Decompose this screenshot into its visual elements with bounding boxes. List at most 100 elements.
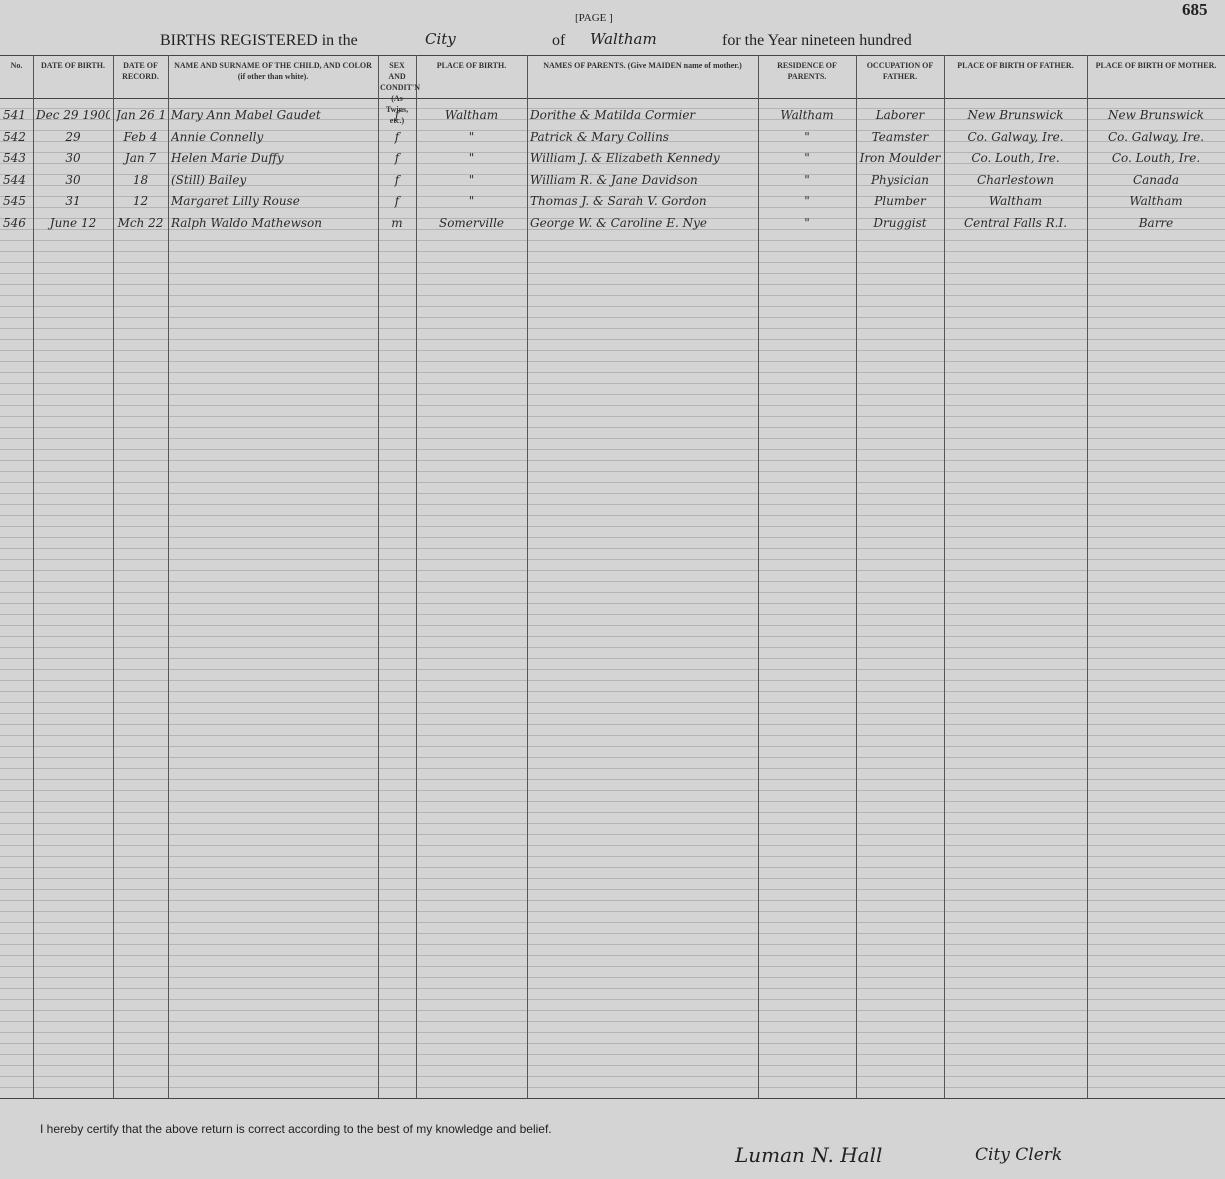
header-rule <box>0 55 1225 56</box>
column-header: PLACE OF BIRTH. <box>436 61 507 70</box>
cell: " <box>804 194 810 208</box>
column-rule <box>33 55 34 1098</box>
column-rule <box>113 55 114 1098</box>
cell: f <box>394 151 400 165</box>
city-name: Waltham <box>590 30 657 48</box>
cell: " <box>468 129 475 144</box>
cell: 543 <box>3 151 26 165</box>
cell: Jan 7 <box>124 151 157 165</box>
header-rule <box>0 98 1225 99</box>
cell: 29 <box>65 129 81 144</box>
cell: " <box>468 151 475 165</box>
cell: June 12 <box>49 215 97 230</box>
cell: Mch 22 <box>117 215 164 230</box>
column-rule <box>944 55 945 1098</box>
column-rule <box>416 55 417 1098</box>
cell: Barre <box>1138 215 1174 230</box>
cell: Co. Galway, Ire. <box>967 129 1064 144</box>
cell: Druggist <box>873 215 927 230</box>
cell: Laborer <box>875 108 925 122</box>
cell: Patrick & Mary Collins <box>530 129 669 144</box>
cell: Annie Connelly <box>171 129 264 144</box>
cell: (Still) Bailey <box>171 172 247 187</box>
column-rule <box>168 55 169 1098</box>
column-header: DATE OF RECORD. <box>122 61 159 81</box>
cell: Feb 4 <box>123 129 158 144</box>
cell: New Brunswick <box>967 108 1064 122</box>
cell: Waltham <box>1129 194 1183 208</box>
footer-rule <box>0 1098 1225 1099</box>
cell: Margaret Lilly Rouse <box>171 194 300 208</box>
cell: " <box>468 172 475 187</box>
cell: f <box>394 108 400 122</box>
cell: Central Falls R.I. <box>963 215 1068 230</box>
column-header: NAMES OF PARENTS. (Give MAIDEN name of m… <box>543 61 742 70</box>
cell: Iron Moulder <box>859 151 941 165</box>
cell: Canada <box>1132 172 1180 187</box>
column-rule <box>527 55 528 1098</box>
cell: Ralph Waldo Mathewson <box>171 215 323 230</box>
cell: 541 <box>3 108 26 122</box>
certification: I hereby certify that the above return i… <box>40 1122 552 1136</box>
year-text: for the Year nineteen hundred <box>722 32 912 49</box>
cell: Teamster <box>871 129 929 144</box>
cell: Plumber <box>874 194 926 208</box>
cell: 30 <box>65 172 81 187</box>
column-header: No. <box>10 61 23 70</box>
cell: Co. Louth, Ire. <box>1111 151 1201 165</box>
cell: George W. & Caroline E. Nye <box>530 215 707 230</box>
cell: Jan 26 1901 <box>116 108 165 122</box>
cell: 544 <box>3 172 26 187</box>
column-rule <box>856 55 857 1098</box>
of-label: of <box>552 32 566 49</box>
cell: f <box>394 194 400 208</box>
cell: New Brunswick <box>1108 108 1204 122</box>
cell: Waltham <box>444 108 499 122</box>
cell: 542 <box>3 129 26 144</box>
cell: " <box>804 129 810 144</box>
column-rule <box>378 55 379 1098</box>
cell: 18 <box>132 172 149 187</box>
signature: Luman N. Hall <box>735 1143 883 1167</box>
cell: Mary Ann Mabel Gaudet <box>171 108 321 122</box>
cell: " <box>804 151 810 165</box>
cell: Waltham <box>988 194 1043 208</box>
cell: Waltham <box>780 108 834 122</box>
page-label: [PAGE ] <box>575 12 613 24</box>
column-header: NAME AND SURNAME OF THE CHILD, AND COLOR… <box>174 61 372 81</box>
column-header: PLACE OF BIRTH OF MOTHER. <box>1095 61 1217 70</box>
cell: Helen Marie Duffy <box>171 151 284 165</box>
cell: f <box>394 172 400 187</box>
cell: Co. Galway, Ire. <box>1107 129 1205 144</box>
page-number: 685 <box>1182 0 1208 19</box>
cell: Somerville <box>438 215 505 230</box>
city-type: City <box>425 30 456 48</box>
column-rule <box>758 55 759 1098</box>
cell: m <box>391 215 403 230</box>
cell: Physician <box>870 172 930 187</box>
column-header: PLACE OF BIRTH OF FATHER. <box>957 61 1074 70</box>
cell: f <box>394 129 400 144</box>
cell: 12 <box>132 194 149 208</box>
column-header: DATE OF BIRTH. <box>41 61 105 70</box>
cell: 31 <box>65 194 81 208</box>
column-header: SEX AND CONDIT'N (As Twins, etc.) <box>380 61 421 125</box>
ruled-area <box>0 98 1225 1098</box>
cell: " <box>468 194 475 208</box>
cell: Charlestown <box>977 172 1054 187</box>
clerk-title: City Clerk <box>975 1145 1063 1165</box>
cell: 545 <box>3 194 26 208</box>
column-header: OCCUPATION OF FATHER. <box>866 61 934 81</box>
cell: Dorithe & Matilda Cormier <box>530 108 696 122</box>
cell: 30 <box>65 151 81 165</box>
cell: Dec 29 1900 <box>36 108 110 122</box>
cell: 546 <box>3 215 26 230</box>
cell: William J. & Elizabeth Kennedy <box>530 151 720 165</box>
cell: William R. & Jane Davidson <box>530 172 698 187</box>
column-rule <box>1087 55 1088 1098</box>
cell: " <box>804 215 810 230</box>
cell: " <box>804 172 810 187</box>
column-header: RESIDENCE OF PARENTS. <box>777 61 837 81</box>
